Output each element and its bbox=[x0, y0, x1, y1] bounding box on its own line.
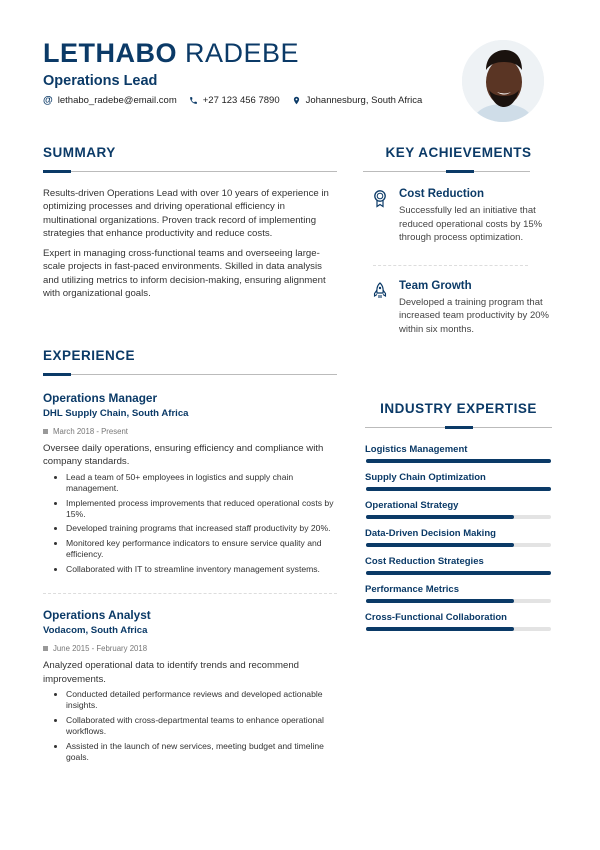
contact-email: @ lethabo_radebe@email.com bbox=[43, 95, 177, 106]
bullet-item: Implemented process improvements that re… bbox=[66, 498, 337, 520]
job-description: Analyzed operational data to identify tr… bbox=[43, 660, 299, 685]
job-dates: June 2015 - February 2018 bbox=[43, 644, 337, 653]
skill-level-bar bbox=[366, 459, 551, 463]
job-title: Operations Lead bbox=[43, 73, 158, 89]
job-company: DHL Supply Chain, South Africa bbox=[43, 408, 189, 419]
summary-paragraph: Expert in managing cross-functional team… bbox=[43, 248, 326, 300]
contact-location: Johannesburg, South Africa bbox=[292, 95, 422, 106]
job-role: Operations Manager bbox=[43, 391, 158, 405]
achievement-item: Cost Reduction Successfully led an initia… bbox=[365, 188, 552, 245]
at-icon: @ bbox=[43, 95, 53, 106]
skill-name: Data-Driven Decision Making bbox=[365, 528, 496, 539]
skill-level-bar bbox=[366, 571, 551, 575]
divider bbox=[365, 426, 552, 429]
skill-level-fill bbox=[366, 459, 551, 463]
achievement-title: Team Growth bbox=[399, 279, 472, 292]
divider bbox=[43, 593, 337, 595]
skill-name: Cross-Functional Collaboration bbox=[365, 612, 507, 623]
contact-phone: +27 123 456 7890 bbox=[189, 95, 280, 106]
rocket-icon bbox=[373, 281, 387, 298]
skill-level-bar bbox=[366, 543, 551, 547]
job-bullets: Lead a team of 50+ employees in logistic… bbox=[43, 472, 337, 576]
award-ribbon-icon bbox=[374, 190, 386, 208]
skill-name: Cost Reduction Strategies bbox=[365, 556, 484, 567]
skill-name: Performance Metrics bbox=[365, 584, 459, 595]
skill-level-fill bbox=[366, 515, 514, 519]
skill-level-bar bbox=[366, 487, 551, 491]
profile-photo bbox=[462, 40, 544, 122]
job-entry: Operations Manager DHL Supply Chain, Sou… bbox=[43, 391, 337, 575]
skill-name: Supply Chain Optimization bbox=[365, 472, 486, 483]
skill-level-bar bbox=[366, 515, 551, 519]
divider bbox=[43, 373, 337, 376]
bullet-item: Conducted detailed performance reviews a… bbox=[66, 689, 337, 711]
summary-section: SUMMARY Results-driven Operations Lead w… bbox=[43, 145, 337, 300]
experience-heading: EXPERIENCE bbox=[43, 348, 136, 363]
calendar-icon bbox=[43, 646, 48, 652]
divider bbox=[363, 170, 530, 173]
calendar-icon bbox=[43, 429, 48, 434]
contact-info: @ lethabo_radebe@email.com +27 123 456 78… bbox=[43, 95, 422, 106]
job-dates: March 2018 - Present bbox=[43, 427, 337, 436]
skill-level-fill bbox=[366, 599, 514, 603]
skill-level-fill bbox=[366, 487, 551, 491]
achievement-text: Developed a training program that increa… bbox=[399, 296, 549, 335]
skill-level-fill bbox=[366, 543, 514, 547]
achievements-section: KEY ACHIEVEMENTS Cost Reduction Successfu… bbox=[363, 145, 552, 337]
skill-level-fill bbox=[366, 571, 551, 575]
skill-item: Performance Metrics bbox=[365, 584, 552, 603]
skill-item: Cross-Functional Collaboration bbox=[365, 612, 552, 631]
job-description: Oversee daily operations, ensuring effic… bbox=[43, 443, 324, 468]
achievements-heading: KEY ACHIEVEMENTS bbox=[385, 145, 532, 160]
location-pin-icon bbox=[293, 96, 299, 105]
bullet-item: Developed training programs that increas… bbox=[66, 523, 337, 534]
bullet-item: Collaborated with IT to streamline inven… bbox=[66, 564, 337, 575]
expertise-heading: INDUSTRY EXPERTISE bbox=[380, 401, 537, 416]
skill-item: Operational Strategy bbox=[365, 500, 552, 519]
bullet-item: Collaborated with cross-departmental tea… bbox=[66, 715, 337, 737]
skill-level-bar bbox=[366, 627, 551, 631]
divider bbox=[43, 170, 337, 173]
summary-paragraph: Results-driven Operations Lead with over… bbox=[43, 188, 329, 239]
skill-list: Logistics Management Supply Chain Optimi… bbox=[365, 444, 552, 631]
expertise-section: INDUSTRY EXPERTISE Logistics Management … bbox=[365, 401, 552, 640]
achievement-title: Cost Reduction bbox=[399, 188, 484, 200]
bullet-item: Assisted in the launch of new services, … bbox=[66, 741, 337, 763]
achievement-item: Team Growth Developed a training program … bbox=[365, 280, 552, 337]
job-role: Operations Analyst bbox=[43, 608, 151, 623]
skill-item: Cost Reduction Strategies bbox=[365, 556, 552, 575]
skill-name: Operational Strategy bbox=[365, 500, 459, 511]
job-bullets: Conducted detailed performance reviews a… bbox=[43, 689, 337, 763]
skill-item: Logistics Management bbox=[365, 444, 552, 463]
bullet-item: Monitored key performance indicators to … bbox=[66, 538, 337, 560]
phone-icon bbox=[189, 97, 197, 104]
job-entry: Operations Analyst Vodacom, South Africa… bbox=[43, 608, 337, 763]
divider bbox=[373, 264, 528, 266]
bullet-item: Lead a team of 50+ employees in logistic… bbox=[66, 472, 337, 494]
skill-item: Data-Driven Decision Making bbox=[365, 528, 552, 547]
skill-name: Logistics Management bbox=[365, 444, 468, 455]
skill-level-fill bbox=[366, 627, 514, 631]
summary-heading: SUMMARY bbox=[43, 145, 116, 160]
job-company: Vodacom, South Africa bbox=[43, 625, 148, 637]
skill-item: Supply Chain Optimization bbox=[365, 472, 552, 491]
achievement-text: Successfully led an initiative that redu… bbox=[399, 205, 543, 243]
skill-level-bar bbox=[366, 599, 551, 603]
candidate-name: LETHABO RADEBE bbox=[43, 38, 300, 68]
experience-section: EXPERIENCE Operations Manager DHL Supply… bbox=[43, 348, 337, 767]
